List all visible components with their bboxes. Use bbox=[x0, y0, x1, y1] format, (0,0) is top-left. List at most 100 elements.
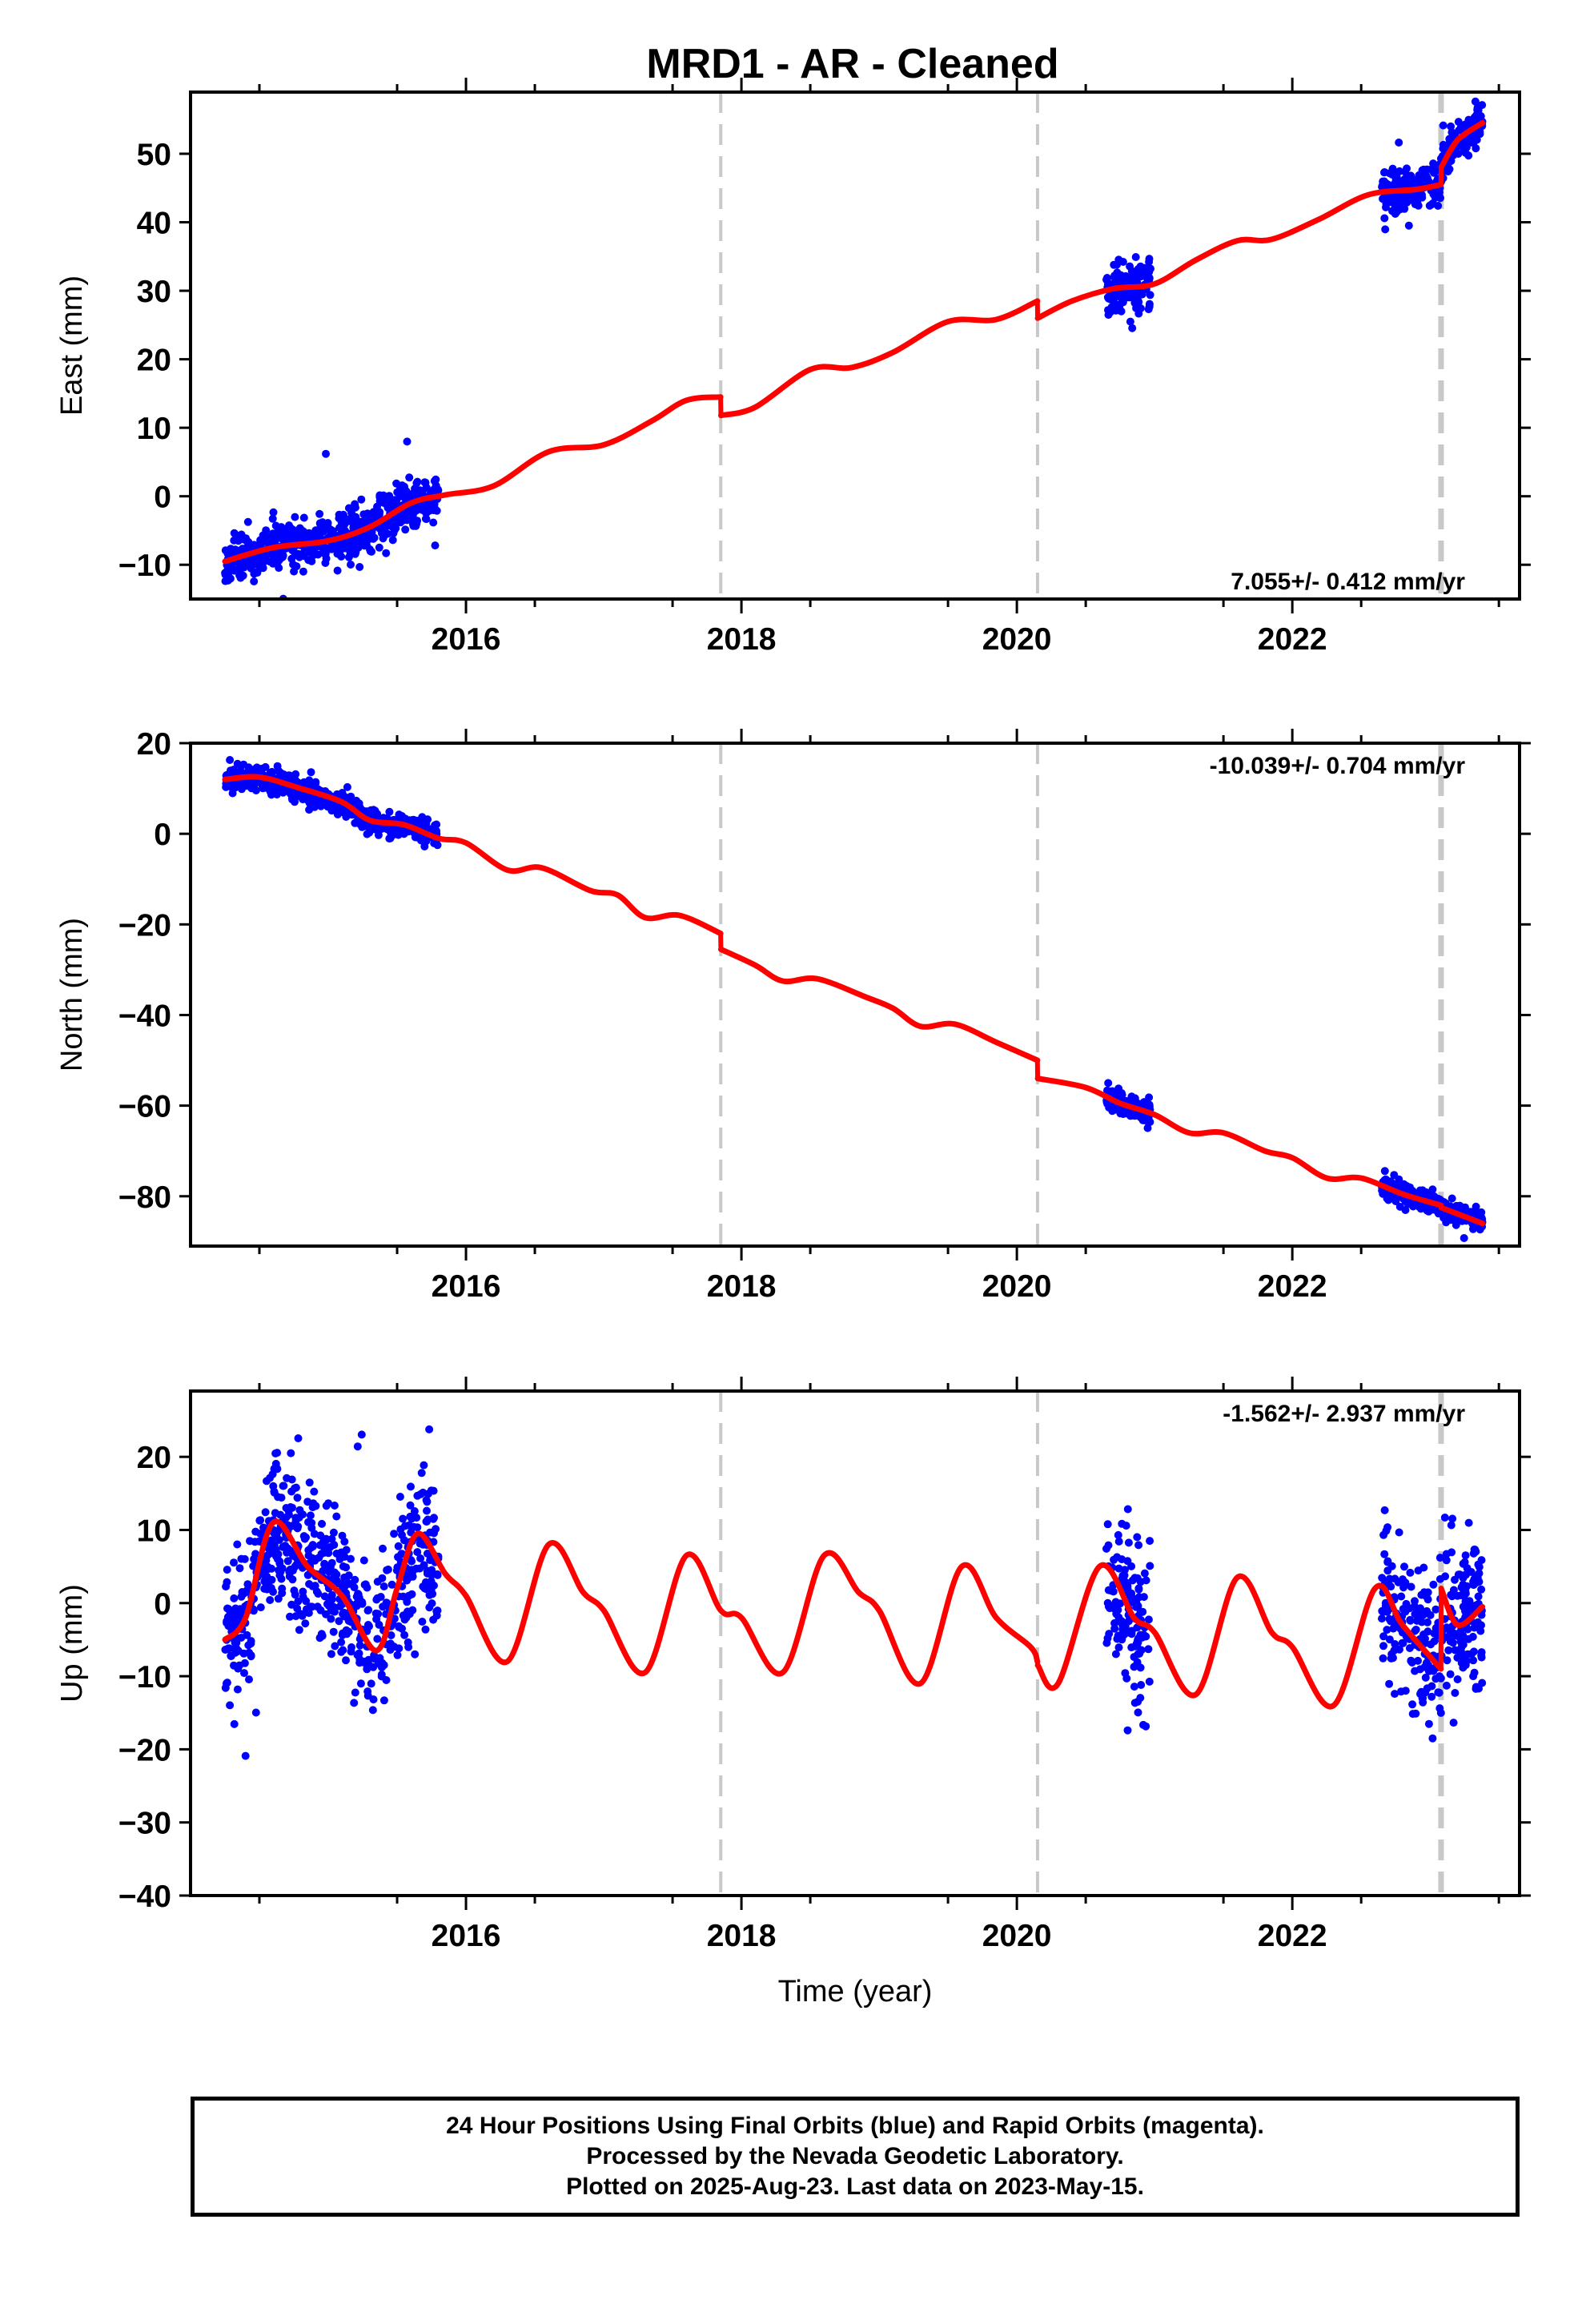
data-point bbox=[313, 1602, 322, 1611]
data-point bbox=[307, 1524, 316, 1532]
data-point bbox=[237, 1634, 246, 1642]
data-point bbox=[1134, 309, 1143, 318]
data-point bbox=[1464, 1518, 1473, 1527]
data-point bbox=[311, 778, 320, 786]
data-point bbox=[1109, 1587, 1118, 1596]
data-point bbox=[1391, 1574, 1399, 1583]
model-line bbox=[1034, 182, 1444, 321]
data-point bbox=[1102, 1544, 1110, 1553]
data-point bbox=[1385, 1635, 1394, 1644]
data-point bbox=[1462, 1570, 1471, 1579]
data-point bbox=[398, 1624, 406, 1633]
data-point bbox=[1423, 1606, 1431, 1615]
data-point bbox=[1142, 1632, 1150, 1641]
data-point bbox=[1448, 1638, 1457, 1647]
data-point bbox=[1118, 1625, 1127, 1634]
data-point bbox=[1435, 1554, 1444, 1562]
data-point bbox=[223, 1566, 231, 1574]
data-point bbox=[1123, 1505, 1132, 1514]
data-point bbox=[423, 1506, 431, 1515]
data-point bbox=[263, 1551, 271, 1560]
data-point bbox=[401, 525, 410, 534]
x-tick-label: 2018 bbox=[707, 1919, 777, 1953]
model-curve bbox=[222, 120, 1486, 565]
data-point bbox=[286, 1565, 295, 1574]
data-point bbox=[1379, 1642, 1387, 1651]
data-point bbox=[387, 1580, 396, 1589]
data-point bbox=[245, 1675, 253, 1684]
data-point bbox=[375, 1620, 383, 1629]
data-point bbox=[235, 1564, 244, 1573]
data-point bbox=[1419, 165, 1428, 174]
data-point bbox=[1427, 1665, 1436, 1674]
data-point bbox=[1395, 1645, 1403, 1654]
data-point bbox=[417, 1469, 426, 1478]
data-point bbox=[331, 1607, 339, 1616]
footer-line-1: 24 Hour Positions Using Final Orbits (bl… bbox=[446, 2113, 1264, 2139]
data-point bbox=[416, 1490, 425, 1498]
data-point bbox=[1127, 1630, 1136, 1638]
data-point bbox=[1118, 1555, 1126, 1564]
data-point bbox=[1401, 1197, 1410, 1206]
data-point bbox=[241, 1751, 250, 1760]
data-point bbox=[379, 1544, 387, 1553]
data-point bbox=[1114, 1613, 1123, 1622]
data-point bbox=[1401, 1687, 1410, 1695]
data-point bbox=[290, 1586, 299, 1595]
data-point bbox=[1145, 255, 1154, 263]
data-point bbox=[1475, 1684, 1483, 1693]
data-point bbox=[1441, 1572, 1450, 1581]
data-point bbox=[1451, 1575, 1459, 1584]
data-point bbox=[1385, 1679, 1394, 1688]
data-point bbox=[229, 1621, 238, 1630]
data-point bbox=[286, 1612, 294, 1621]
data-point bbox=[251, 1708, 260, 1717]
data-point bbox=[351, 1688, 359, 1697]
data-point bbox=[295, 1626, 303, 1634]
chart-title: MRD1 - AR - Cleaned bbox=[646, 41, 1058, 87]
data-point bbox=[330, 1502, 339, 1510]
data-point bbox=[249, 1562, 258, 1570]
panel-up: −40 −30 −20 −10 0 10 20 2016 2018 2020 2022 Up (mm)… bbox=[55, 1377, 1531, 2008]
data-point bbox=[1436, 1708, 1445, 1717]
data-point bbox=[1130, 1683, 1138, 1691]
data-point bbox=[1440, 141, 1449, 150]
data-point bbox=[279, 1542, 287, 1551]
data-point bbox=[351, 1575, 359, 1584]
data-point bbox=[305, 806, 314, 814]
data-point bbox=[247, 1639, 255, 1648]
data-point bbox=[382, 1676, 391, 1684]
data-point bbox=[320, 1592, 329, 1601]
data-point bbox=[377, 1671, 386, 1679]
data-point bbox=[303, 1570, 312, 1579]
data-point bbox=[1400, 1562, 1408, 1571]
data-point bbox=[1379, 1654, 1387, 1663]
data-point bbox=[223, 1604, 231, 1613]
data-point bbox=[401, 1522, 409, 1530]
data-point bbox=[343, 782, 351, 791]
data-point bbox=[266, 1474, 274, 1482]
data-point bbox=[276, 1567, 285, 1576]
data-point bbox=[394, 1542, 403, 1550]
data-point bbox=[1134, 298, 1143, 307]
data-point bbox=[294, 1522, 303, 1530]
data-point bbox=[1146, 1562, 1154, 1570]
y-tick-label: −10 bbox=[118, 1660, 171, 1695]
data-point bbox=[382, 549, 391, 557]
data-point bbox=[379, 1696, 388, 1705]
data-point bbox=[350, 1699, 359, 1707]
data-point bbox=[286, 1546, 295, 1555]
data-point bbox=[1381, 1602, 1390, 1610]
data-point bbox=[1124, 1538, 1133, 1547]
data-point bbox=[251, 1538, 259, 1546]
data-point bbox=[275, 556, 283, 565]
footer-line-3: Plotted on 2025-Aug-23. Last data on 202… bbox=[566, 2173, 1144, 2200]
data-point bbox=[1442, 1556, 1451, 1565]
data-point bbox=[1443, 1656, 1452, 1665]
data-point bbox=[327, 1534, 336, 1543]
data-point bbox=[353, 1442, 362, 1451]
data-point bbox=[1130, 1699, 1139, 1707]
data-point bbox=[390, 1530, 399, 1538]
data-point bbox=[279, 1482, 288, 1490]
